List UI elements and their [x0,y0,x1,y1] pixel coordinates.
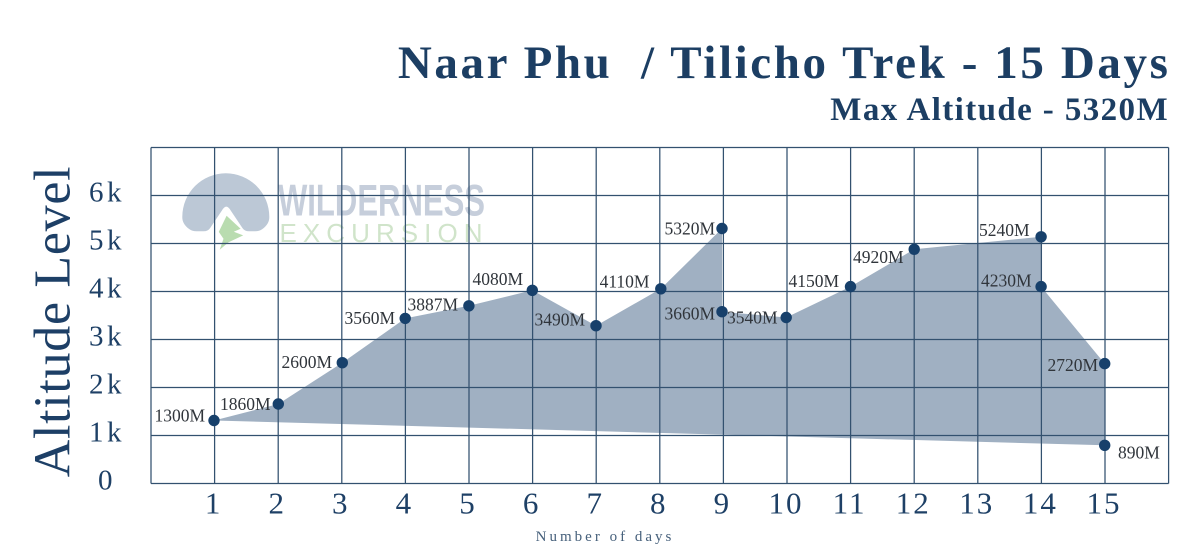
svg-text:1300M: 1300M [154,406,205,426]
svg-text:1: 1 [205,486,223,521]
svg-text:6: 6 [523,486,541,521]
svg-text:4110M: 4110M [600,272,650,292]
svg-text:9: 9 [714,486,732,521]
svg-text:4: 4 [396,486,414,521]
svg-text:4230M: 4230M [981,271,1032,291]
svg-text:0: 0 [98,465,116,497]
svg-text:5240M: 5240M [979,220,1030,240]
svg-text:4k: 4k [89,273,125,305]
svg-text:3560M: 3560M [344,308,395,328]
svg-text:Naar Phu / Tilicho Trek - 15: Naar Phu / Tilicho Trek - 15 Days [398,37,1171,89]
svg-text:Altitude Level: Altitude Level [25,166,82,478]
svg-text:10: 10 [769,486,804,521]
svg-text:890M: 890M [1118,442,1160,462]
svg-text:3k: 3k [89,321,125,353]
svg-text:15: 15 [1087,486,1122,521]
svg-text:3660M: 3660M [664,304,715,324]
svg-text:WILDERNESS: WILDERNESS [278,177,485,226]
svg-text:5: 5 [459,486,477,521]
svg-text:6k: 6k [89,177,125,209]
svg-text:Number of days: Number of days [536,529,675,545]
svg-text:4080M: 4080M [472,269,523,289]
svg-text:4920M: 4920M [853,247,904,267]
svg-text:3490M: 3490M [534,310,585,330]
svg-text:5k: 5k [89,225,125,257]
svg-text:11: 11 [833,486,867,521]
svg-text:1860M: 1860M [220,394,271,414]
svg-text:3540M: 3540M [727,307,778,327]
svg-text:2k: 2k [89,369,125,401]
svg-text:7: 7 [586,486,604,521]
svg-text:2: 2 [268,486,286,521]
svg-text:4150M: 4150M [788,271,839,291]
svg-text:3: 3 [332,486,350,521]
svg-text:14: 14 [1023,486,1058,521]
svg-text:5320M: 5320M [664,218,715,238]
svg-text:Max Altitude - 5320M: Max Altitude - 5320M [830,92,1169,128]
svg-text:8: 8 [650,486,668,521]
svg-text:3887M: 3887M [407,295,458,315]
svg-text:1k: 1k [89,417,125,449]
svg-text:13: 13 [959,486,994,521]
svg-text:12: 12 [896,486,931,521]
svg-text:2720M: 2720M [1047,355,1098,375]
svg-text:2600M: 2600M [281,352,332,372]
